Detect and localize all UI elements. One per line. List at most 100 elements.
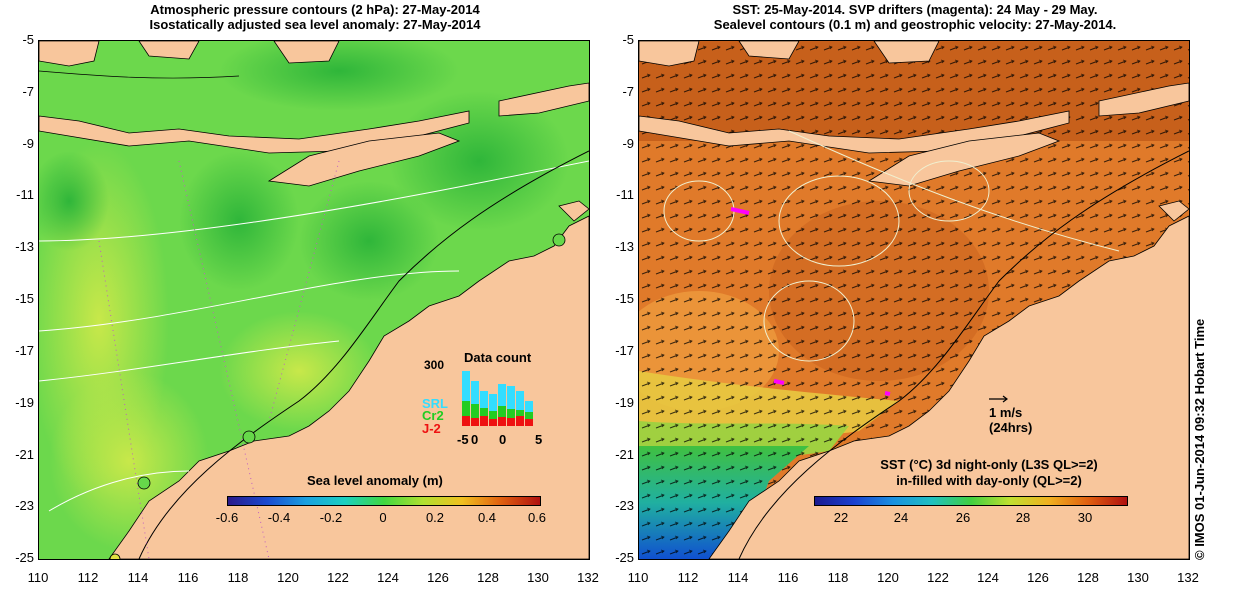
histogram-bar [498, 406, 506, 426]
left-x-tick: 128 [477, 570, 499, 585]
right-x-tick: 114 [727, 570, 749, 585]
sst-colorbar-tick: 22 [833, 510, 849, 525]
right-y-tick: -15 [615, 291, 634, 306]
legend-cr2: Cr2 [422, 408, 444, 423]
sla-colorbar-tick: 0.6 [527, 510, 547, 525]
sla-colorbar-tick: 0.4 [477, 510, 497, 525]
legend-j2: J-2 [422, 421, 441, 436]
histogram-bar [516, 416, 524, 426]
sst-colorbar-title: SST (°C) 3d night-only (L3S QL>=2) in-fi… [829, 457, 1149, 489]
sst-colorbar-tick: 28 [1015, 510, 1031, 525]
histogram-bar [480, 416, 488, 426]
data-count-title: Data count [464, 350, 532, 365]
left-y-tick: -21 [15, 447, 34, 462]
right-title-line1: SST: 25-May-2014. SVP drifters (magenta)… [732, 2, 1098, 17]
right-y-tick: -9 [622, 136, 634, 151]
sea-surface-temperature-map: 1 m/s (24hrs) SST (°C) 3d night-only (L3… [638, 40, 1190, 560]
right-x-tick: 116 [777, 570, 799, 585]
right-x-tick: 112 [677, 570, 699, 585]
left-title-line1: Atmospheric pressure contours (2 hPa): 2… [150, 2, 480, 17]
right-x-tick: 132 [1177, 570, 1199, 585]
right-x-tick: 124 [977, 570, 999, 585]
left-x-tick: 132 [577, 570, 599, 585]
sst-colorbar [814, 496, 1128, 506]
sst-colorbar-title-line1: SST (°C) 3d night-only (L3S QL>=2) [880, 457, 1098, 472]
histogram-bar [462, 416, 470, 426]
left-y-tick: -11 [16, 187, 34, 202]
sla-map-graphic [39, 41, 589, 559]
right-y-tick: -23 [615, 498, 634, 513]
left-x-tick: 130 [527, 570, 549, 585]
right-x-tick: 128 [1077, 570, 1099, 585]
right-x-tick: 110 [627, 570, 649, 585]
sla-colorbar-tick: -0.4 [267, 510, 291, 525]
right-y-tick: -19 [615, 395, 634, 410]
data-count-ymax: 300 [424, 358, 445, 372]
right-y-tick: -21 [615, 447, 634, 462]
left-x-tick: 126 [427, 570, 449, 585]
left-y-tick: -13 [15, 239, 34, 254]
velocity-scale-sublabel: (24hrs) [989, 420, 1033, 435]
histogram-bar [462, 371, 470, 426]
histogram-bar [462, 401, 470, 426]
left-x-tick: 118 [227, 570, 249, 585]
left-x-tick: 112 [77, 570, 99, 585]
left-x-tick: 124 [377, 570, 399, 585]
left-y-tick: -23 [15, 498, 34, 513]
right-x-tick: 120 [877, 570, 899, 585]
left-y-tick: -19 [15, 395, 34, 410]
sla-colorbar-tick: 0 [379, 510, 387, 525]
histogram-xtick: 5 [535, 432, 543, 447]
imos-timestamp: © IMOS 01-Jun-2014 09:32 Hobart Time [1192, 318, 1207, 560]
right-x-tick: 122 [927, 570, 949, 585]
left-y-tick: -15 [15, 291, 34, 306]
histogram-bar [489, 419, 497, 426]
sla-colorbar-tick: 0.2 [425, 510, 445, 525]
histogram-bar [507, 418, 515, 426]
sla-colorbar-tick: -0.6 [215, 510, 239, 525]
histogram-bar [471, 404, 479, 426]
sea-level-anomaly-map: Data count 300 [38, 40, 590, 560]
histogram-xtick: 0 [471, 432, 479, 447]
sla-colorbar-title: Sea level anomaly (m) [307, 473, 443, 488]
data-count-histogram [462, 371, 533, 426]
right-y-tick: -17 [615, 343, 634, 358]
left-x-tick: 120 [277, 570, 299, 585]
left-y-tick: -5 [22, 32, 34, 47]
legend-srl: SRL [422, 396, 448, 411]
right-y-tick: -13 [615, 239, 634, 254]
histogram-bar [525, 419, 533, 426]
right-x-tick: 118 [827, 570, 849, 585]
left-map-title: Atmospheric pressure contours (2 hPa): 2… [40, 2, 590, 32]
left-x-tick: 114 [127, 570, 149, 585]
right-y-tick: -5 [622, 32, 634, 47]
data-count-inset: Data count 300 [419, 346, 549, 447]
histogram-bar [471, 418, 479, 426]
right-y-tick: -7 [622, 84, 634, 99]
left-y-tick: -17 [15, 343, 34, 358]
sla-colorbar-tick: -0.2 [319, 510, 343, 525]
histogram-bar [498, 417, 506, 426]
sst-colorbar-tick: 24 [893, 510, 909, 525]
histogram-bar [489, 411, 497, 426]
histogram-xtick: 0 [499, 432, 507, 447]
left-y-tick: -25 [15, 550, 34, 565]
left-y-tick: -9 [22, 136, 34, 151]
histogram-bar [507, 386, 515, 426]
histogram-bar [489, 394, 497, 426]
left-title-line2: Isostatically adjusted sea level anomaly… [149, 17, 481, 32]
sst-colorbar-tick: 30 [1077, 510, 1093, 525]
sst-map-graphic [639, 41, 1189, 559]
left-x-tick: 110 [27, 570, 49, 585]
right-y-tick: -11 [616, 187, 634, 202]
right-title-line2: Sealevel contours (0.1 m) and geostrophi… [713, 17, 1117, 32]
sst-colorbar-tick: 26 [955, 510, 971, 525]
histogram-bar [471, 381, 479, 426]
right-y-tick: -25 [615, 550, 634, 565]
right-x-tick: 126 [1027, 570, 1049, 585]
histogram-bar [498, 384, 506, 426]
left-y-tick: -7 [22, 84, 34, 99]
velocity-scale-label: 1 m/s [989, 405, 1023, 420]
histogram-xtick: -5 [457, 432, 469, 447]
sla-colorbar [227, 496, 541, 506]
